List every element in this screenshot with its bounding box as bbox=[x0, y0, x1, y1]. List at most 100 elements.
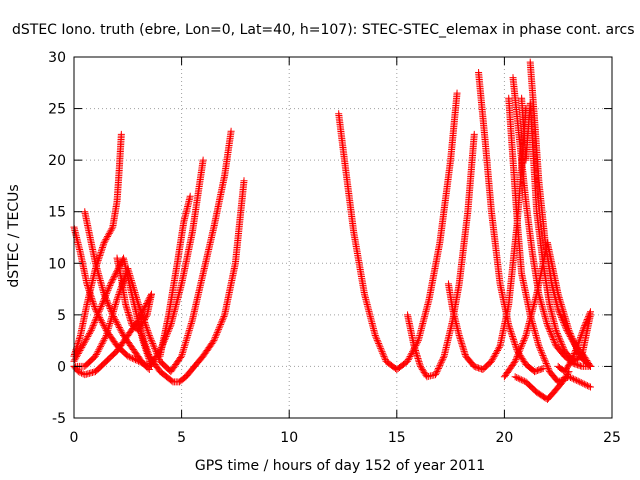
data-point bbox=[95, 255, 103, 263]
data-point bbox=[107, 314, 115, 322]
data-point bbox=[404, 357, 412, 365]
data-point bbox=[519, 340, 527, 348]
data-point bbox=[75, 348, 83, 356]
data-point bbox=[111, 302, 119, 310]
data-point bbox=[536, 345, 544, 353]
data-point bbox=[506, 324, 514, 332]
data-point bbox=[576, 335, 584, 343]
data-point bbox=[549, 335, 557, 343]
data-point bbox=[438, 357, 446, 365]
data-point bbox=[97, 302, 105, 310]
data-point bbox=[535, 342, 543, 350]
data-point bbox=[183, 335, 191, 343]
data-point bbox=[145, 330, 153, 338]
data-point bbox=[211, 335, 219, 343]
data-point bbox=[76, 368, 84, 376]
data-point bbox=[103, 234, 111, 242]
data-point bbox=[373, 336, 381, 344]
data-point bbox=[101, 237, 109, 245]
data-point bbox=[140, 337, 148, 345]
data-point bbox=[470, 362, 478, 370]
data-point bbox=[98, 339, 106, 347]
data-point bbox=[216, 322, 224, 330]
data-point bbox=[515, 348, 523, 356]
data-point bbox=[546, 328, 554, 336]
data-point bbox=[453, 89, 461, 97]
data-point bbox=[538, 365, 546, 373]
data-point bbox=[78, 369, 86, 377]
data-point bbox=[513, 354, 521, 362]
data-point bbox=[153, 349, 161, 357]
data-point bbox=[371, 331, 379, 339]
data-point bbox=[106, 318, 114, 326]
data-point bbox=[511, 339, 519, 347]
data-point bbox=[511, 373, 519, 381]
data-point bbox=[517, 376, 525, 384]
data-point bbox=[554, 290, 562, 298]
data-point bbox=[548, 332, 556, 340]
data-point bbox=[492, 350, 500, 358]
data-point bbox=[82, 336, 90, 344]
data-point bbox=[187, 319, 195, 327]
y-tick-label: -5 bbox=[52, 411, 66, 427]
data-point bbox=[144, 327, 152, 335]
data-point bbox=[138, 331, 146, 339]
data-point bbox=[86, 290, 94, 298]
data-point bbox=[585, 382, 593, 390]
data-point bbox=[139, 359, 147, 367]
data-point bbox=[86, 328, 94, 336]
data-point bbox=[86, 288, 94, 296]
data-point bbox=[521, 335, 529, 343]
data-point bbox=[514, 351, 522, 359]
data-point bbox=[142, 342, 150, 350]
data-point bbox=[102, 236, 110, 244]
data-point bbox=[547, 331, 555, 339]
data-point bbox=[113, 254, 121, 262]
data-point bbox=[101, 294, 109, 302]
data-point bbox=[118, 328, 126, 336]
data-point bbox=[488, 356, 496, 364]
data-point bbox=[570, 338, 578, 346]
data-point bbox=[93, 349, 101, 357]
data-point bbox=[495, 343, 503, 351]
data-point bbox=[555, 333, 563, 341]
x-tick-label: 5 bbox=[177, 430, 186, 446]
data-point bbox=[180, 345, 188, 353]
data-point bbox=[180, 344, 188, 352]
plot-frame bbox=[73, 56, 613, 419]
data-point bbox=[127, 354, 135, 362]
data-point bbox=[556, 297, 564, 305]
data-point bbox=[103, 330, 111, 338]
data-point bbox=[565, 326, 573, 334]
data-point bbox=[559, 306, 567, 314]
data-point bbox=[586, 309, 594, 317]
data-point bbox=[494, 346, 502, 354]
data-point bbox=[512, 342, 520, 350]
data-point bbox=[214, 327, 222, 335]
data-point bbox=[490, 353, 498, 361]
data-point bbox=[552, 326, 560, 334]
data-point bbox=[102, 331, 110, 339]
series-10 bbox=[335, 89, 461, 374]
data-point bbox=[128, 354, 136, 362]
data-point bbox=[581, 320, 589, 328]
data-point bbox=[545, 326, 553, 334]
data-point bbox=[105, 301, 113, 309]
data-point bbox=[583, 382, 591, 390]
data-point bbox=[150, 343, 158, 351]
data-point bbox=[215, 324, 223, 332]
data-point bbox=[567, 357, 575, 365]
data-point bbox=[114, 320, 122, 328]
data-point bbox=[104, 325, 112, 333]
data-point bbox=[109, 275, 117, 283]
x-tick-label: 0 bbox=[70, 430, 79, 446]
data-point bbox=[576, 378, 584, 386]
data-point bbox=[168, 377, 176, 385]
data-point bbox=[544, 364, 552, 372]
data-point bbox=[144, 349, 152, 357]
data-point bbox=[586, 383, 594, 391]
data-point bbox=[137, 322, 145, 330]
data-point bbox=[536, 366, 544, 374]
data-point bbox=[377, 346, 385, 354]
